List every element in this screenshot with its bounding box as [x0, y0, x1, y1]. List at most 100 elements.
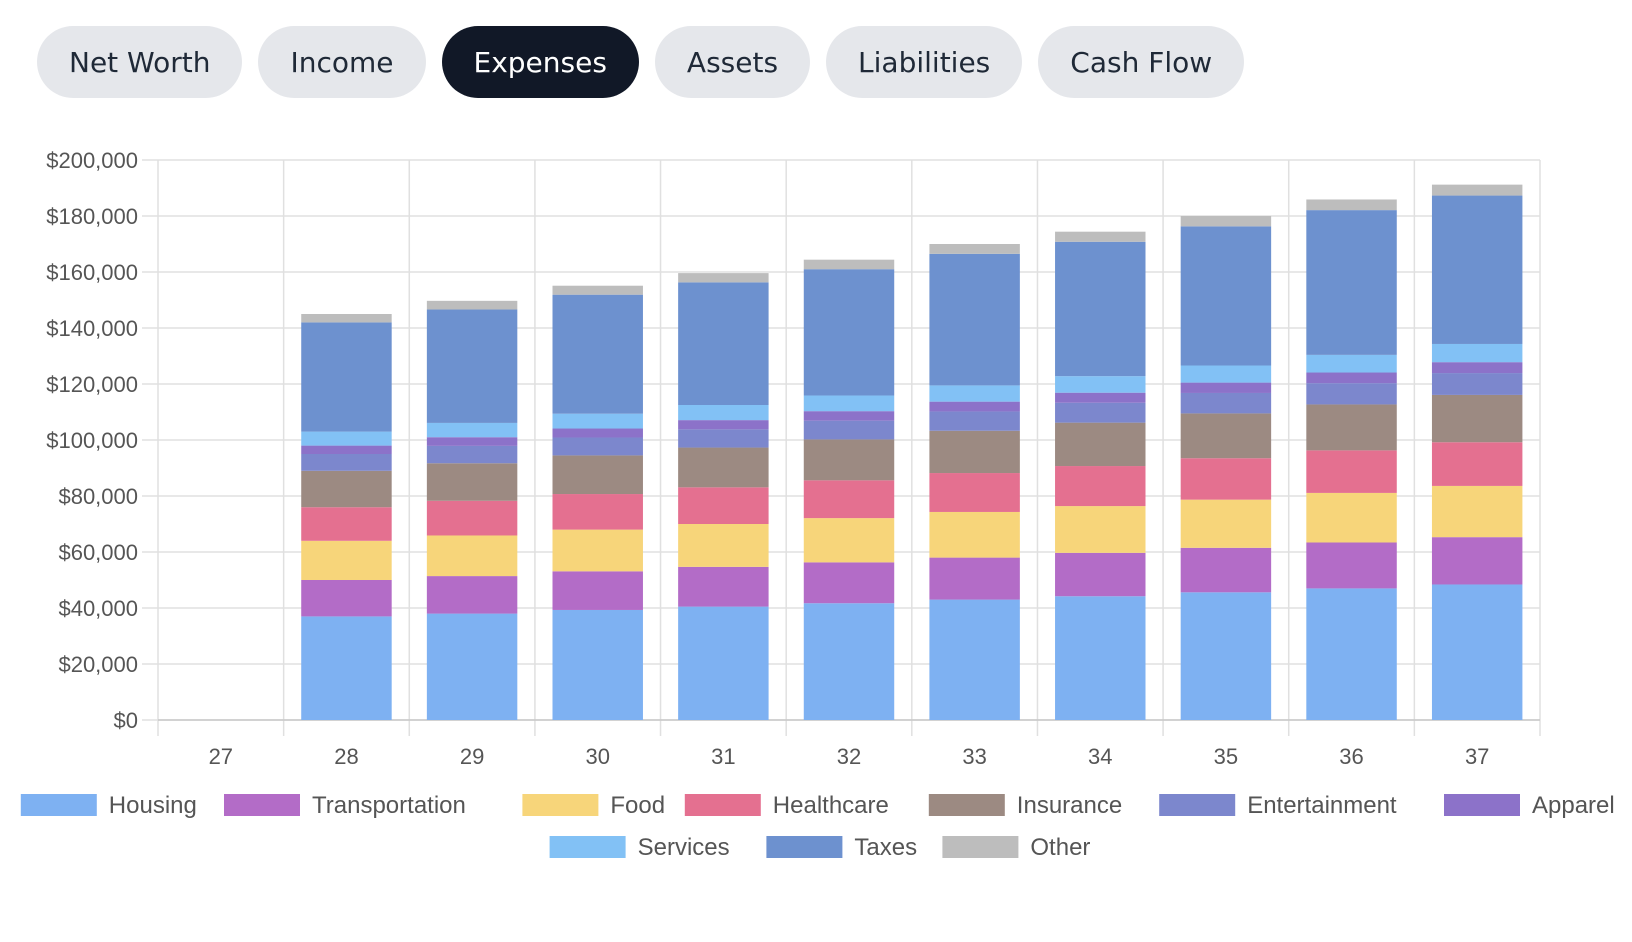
bar-segment-housing — [1055, 596, 1146, 720]
bar-segment-entertainment — [1055, 402, 1146, 423]
tab-income[interactable]: Income — [258, 26, 426, 98]
bar-segment-entertainment — [301, 454, 392, 471]
x-tick-label: 37 — [1465, 744, 1489, 769]
bar-segment-housing — [678, 606, 769, 720]
y-tick-label: $120,000 — [46, 372, 138, 397]
bar-segment-healthcare — [1306, 450, 1397, 493]
tab-liabilities[interactable]: Liabilities — [826, 26, 1023, 98]
bar-segment-entertainment — [803, 420, 895, 440]
bar-segment-transportation — [1431, 537, 1523, 585]
bar-segment-insurance — [1180, 413, 1272, 459]
bar-segment-services — [301, 431, 392, 446]
bar-segment-apparel — [678, 420, 769, 430]
bar-segment-healthcare — [1180, 458, 1272, 500]
legend-swatch-transportation — [224, 794, 300, 816]
bar-segment-transportation — [1055, 552, 1146, 597]
x-tick-label: 29 — [460, 744, 484, 769]
bar-segment-other — [426, 300, 518, 310]
bar-segment-taxes — [301, 322, 392, 432]
x-tick-label: 28 — [334, 744, 358, 769]
bar-segment-food — [929, 511, 1020, 558]
y-tick-label: $200,000 — [46, 148, 138, 173]
bar-segment-taxes — [1055, 241, 1146, 377]
bar-segment-entertainment — [1431, 373, 1523, 395]
bar-segment-food — [1431, 485, 1523, 538]
bar-segment-food — [426, 535, 518, 577]
legend-swatch-healthcare — [684, 794, 761, 816]
bar-segment-services — [678, 405, 769, 421]
bar-segment-apparel — [803, 411, 895, 421]
bar-segment-apparel — [301, 445, 392, 454]
bar-segment-other — [803, 259, 895, 270]
bar-segment-insurance — [301, 470, 392, 508]
bar-segment-food — [301, 540, 392, 580]
y-tick-label: $40,000 — [58, 596, 138, 621]
bar-segment-transportation — [1306, 542, 1397, 589]
legend-swatch-apparel — [1444, 794, 1520, 816]
x-tick-label: 32 — [837, 744, 861, 769]
bar-segment-housing — [1306, 588, 1397, 720]
bar-segment-entertainment — [552, 437, 643, 456]
legend-label-apparel: Apparel — [1532, 792, 1615, 819]
bar-segment-entertainment — [1180, 392, 1272, 414]
bar-segment-taxes — [552, 294, 643, 414]
tab-cash-flow[interactable]: Cash Flow — [1038, 26, 1245, 98]
bar-segment-housing — [301, 616, 392, 720]
bar-segment-healthcare — [929, 473, 1020, 512]
y-tick-label: $80,000 — [58, 484, 138, 509]
bar-segment-housing — [1431, 584, 1523, 720]
bar-segment-entertainment — [678, 429, 769, 448]
bar-segment-other — [1431, 184, 1523, 196]
bar-segment-housing — [929, 599, 1020, 720]
x-tick-label: 27 — [209, 744, 233, 769]
bar-segment-healthcare — [678, 487, 769, 524]
tab-net-worth[interactable]: Net Worth — [37, 26, 243, 98]
y-tick-label: $0 — [114, 708, 138, 733]
bar-segment-services — [426, 422, 518, 438]
tab-assets[interactable]: Assets — [654, 26, 811, 98]
bar-segment-taxes — [1306, 210, 1397, 355]
bar-segment-healthcare — [426, 500, 518, 536]
bar-segment-apparel — [426, 437, 518, 446]
bar-segment-entertainment — [929, 411, 1020, 431]
tab-expenses[interactable]: Expenses — [441, 26, 639, 98]
bar-segment-apparel — [1431, 362, 1523, 374]
bar-segment-services — [929, 385, 1020, 402]
bar-segment-housing — [552, 609, 643, 720]
bar-segment-entertainment — [1306, 383, 1397, 405]
bar-segment-other — [929, 244, 1020, 254]
bar-segment-other — [552, 285, 643, 295]
bar-segment-transportation — [929, 557, 1020, 600]
bar-segment-taxes — [426, 309, 518, 423]
bar-segment-other — [1055, 231, 1146, 242]
legend-swatch-food — [522, 794, 599, 816]
y-tick-label: $100,000 — [46, 428, 138, 453]
legend-label-transportation: Transportation — [312, 792, 466, 819]
bar-segment-other — [1306, 199, 1397, 211]
x-tick-label: 36 — [1339, 744, 1363, 769]
bar-segment-transportation — [552, 571, 643, 610]
bar-segment-apparel — [1055, 392, 1146, 403]
bar-segment-services — [803, 395, 895, 412]
legend-swatch-other — [942, 836, 1019, 858]
bar-segment-transportation — [301, 580, 392, 617]
y-tick-label: $20,000 — [58, 652, 138, 677]
x-tick-label: 34 — [1088, 744, 1112, 769]
legend-label-entertainment: Entertainment — [1247, 792, 1397, 819]
legend-label-other: Other — [1030, 834, 1090, 861]
bar-segment-other — [1180, 216, 1272, 227]
bar-segment-taxes — [803, 269, 895, 396]
bar-segment-insurance — [803, 439, 895, 481]
legend-label-healthcare: Healthcare — [773, 792, 889, 819]
bar-segment-healthcare — [1431, 442, 1523, 486]
bar-segment-insurance — [1306, 404, 1397, 451]
bar-segment-services — [1431, 343, 1523, 363]
bar-segment-apparel — [1306, 372, 1397, 384]
bar-segment-other — [678, 273, 769, 283]
bar-segment-transportation — [1180, 547, 1272, 593]
bar-segment-other — [301, 314, 392, 323]
x-tick-label: 30 — [585, 744, 609, 769]
x-tick-label: 31 — [711, 744, 735, 769]
bar-segment-housing — [803, 603, 895, 720]
bar-segment-healthcare — [803, 480, 895, 519]
